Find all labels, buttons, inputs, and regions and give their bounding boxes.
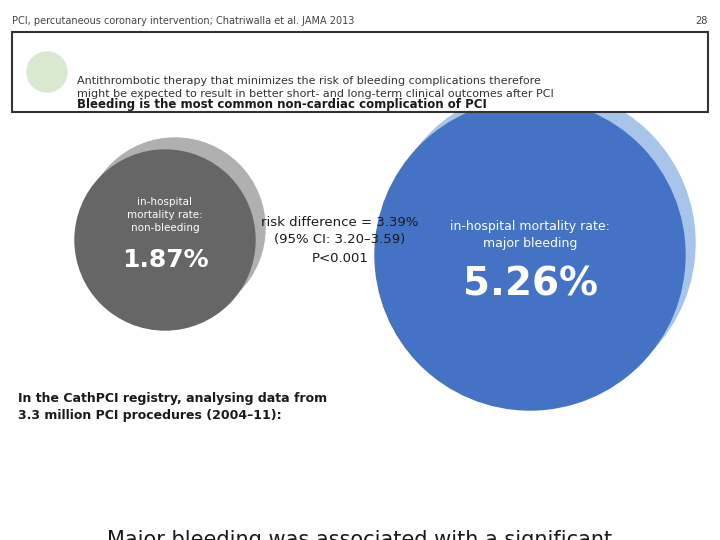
Ellipse shape — [385, 88, 695, 398]
Text: Bleeding is the most common non-cardiac complication of PCI: Bleeding is the most common non-cardiac … — [77, 98, 487, 111]
Text: Major bleeding was associated with a significant
increase in in-hospital mortali: Major bleeding was associated with a sig… — [71, 530, 649, 540]
Text: risk difference = 3.39%
(95% CI: 3.20–3.59)
P<0.001: risk difference = 3.39% (95% CI: 3.20–3.… — [261, 215, 419, 265]
Ellipse shape — [375, 100, 685, 410]
Text: In the CathPCI registry, analysing data from
3.3 million PCI procedures (2004–11: In the CathPCI registry, analysing data … — [18, 392, 327, 422]
Text: 28: 28 — [696, 16, 708, 26]
Ellipse shape — [85, 138, 265, 318]
Text: Antithrombotic therapy that minimizes the risk of bleeding complications therefo: Antithrombotic therapy that minimizes th… — [77, 76, 554, 99]
Text: in-hospital mortality rate:
major bleeding: in-hospital mortality rate: major bleedi… — [450, 220, 610, 250]
Text: 1.87%: 1.87% — [122, 248, 208, 272]
Text: PCI, percutaneous coronary intervention; Chatriwalla et al. JAMA 2013: PCI, percutaneous coronary intervention;… — [12, 16, 354, 26]
Text: 5.26%: 5.26% — [462, 266, 598, 304]
Ellipse shape — [27, 52, 67, 92]
FancyBboxPatch shape — [12, 32, 708, 112]
Text: in-hospital
mortality rate:
non-bleeding: in-hospital mortality rate: non-bleeding — [127, 197, 203, 233]
Ellipse shape — [75, 150, 255, 330]
